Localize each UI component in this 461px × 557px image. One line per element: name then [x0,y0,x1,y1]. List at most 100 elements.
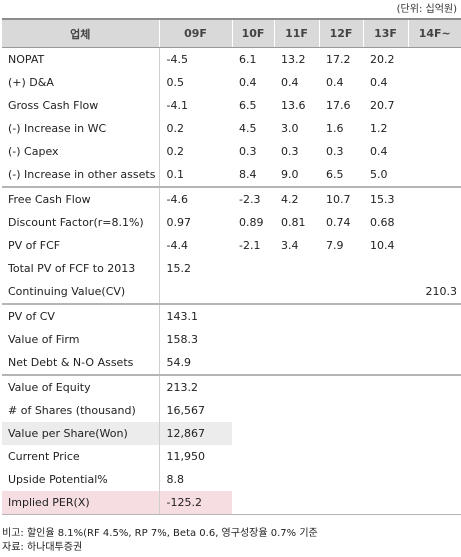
table-row: (+) D&A 0.5 0.4 0.4 0.4 0.4 [2,71,461,94]
table-cell: -4.4 [158,234,232,257]
table-cell [408,48,461,72]
table-cell [408,422,461,445]
table-row: Discount Factor(r=8.1%) 0.97 0.89 0.81 0.74 0… [2,211,461,234]
table-cell [274,399,319,422]
row-label: Free Cash Flow [2,186,159,211]
table-cell [363,491,408,515]
row-label: Implied PER(X) [2,491,159,515]
table-cell: 7.9 [326,239,344,252]
table-cell [319,399,363,422]
table-row: PV of CV 143.1 [2,303,461,328]
row-label: (-) Increase in WC [8,122,107,135]
row-label: PV of FCF [8,239,61,252]
table-cell: 0.97 [158,211,232,234]
table-cell: 0.89 [239,216,264,229]
table-cell: 10.7 [319,186,363,211]
table-row: (-) Capex 0.2 0.3 0.3 0.3 0.4 [2,140,461,163]
table-cell [408,140,461,163]
table-cell [408,234,461,257]
table-cell [232,422,274,445]
table-cell: 210.3 [425,285,458,298]
table-cell: 0.2 [158,117,232,140]
table-cell [232,491,274,515]
table-cell [408,186,461,211]
table-cell [363,303,408,328]
table-cell [274,257,319,280]
table-cell [408,491,461,515]
footnotes: 비고: 할인율 8.1%(RF 4.5%, RP 7%, Beta 0.6, 영… [2,527,318,555]
column-header: 10F [231,18,274,48]
table-cell: 17.2 [326,53,351,66]
table-cell [408,257,461,280]
table-cell [274,303,319,328]
table-row: Upside Potential% 8.8 [2,468,461,491]
table-cell [363,257,408,280]
table-row: (-) Increase in WC 0.2 4.5 3.0 1.6 1.2 [2,117,461,140]
table-cell: 9.0 [281,168,299,181]
table-cell: 4.5 [239,122,257,135]
table-cell: 20.7 [370,99,395,112]
table-cell [408,399,461,422]
table-cell: 143.1 [158,303,232,328]
table-cell: 20.2 [370,53,395,66]
row-label: (-) Capex [8,145,59,158]
table-cell [232,468,274,491]
dcf-valuation-table: 업체 09F 10F 11F 12F 13F 14F~ NOPAT -4.5 6.1… [2,18,461,515]
row-label: Current Price [8,450,80,463]
table-cell: -4.1 [158,94,232,117]
column-header: 09F [158,18,232,48]
column-header: 14F~ [407,18,461,48]
table-cell: 13.6 [281,99,306,112]
table-cell: 0.2 [158,140,232,163]
table-row: Value of Firm 158.3 [2,328,461,351]
table-cell: 15.3 [363,186,408,211]
table-cell: 3.0 [281,122,299,135]
table-cell: 12,867 [158,422,232,445]
row-label: Value per Share(Won) [2,422,159,445]
table-cell: 0.4 [370,76,388,89]
table-cell: 54.9 [158,351,232,375]
table-row: Gross Cash Flow -4.1 6.5 13.6 17.6 20.7 [2,94,461,117]
table-cell [274,422,319,445]
table-cell: 15.2 [158,257,232,280]
table-cell [232,399,274,422]
row-label: Continuing Value(CV) [8,285,126,298]
table-cell [363,422,408,445]
row-label: (+) D&A [8,76,54,89]
table-cell [408,211,461,234]
table-cell: 0.74 [326,216,351,229]
table-cell [363,445,408,468]
table-cell: 11,950 [158,445,232,468]
table-row: Total PV of FCF to 2013 15.2 [2,257,461,280]
table-cell: 1.6 [326,122,344,135]
column-header: 12F [318,18,363,48]
table-cell [363,351,408,375]
table-cell [274,374,319,399]
row-label: NOPAT [8,53,45,66]
table-cell: 0.3 [281,145,299,158]
row-label: PV of CV [2,303,159,328]
table-cell: 0.4 [239,76,257,89]
table-cell: 6.1 [239,53,257,66]
table-cell [319,328,363,351]
table-cell [363,280,408,304]
table-cell: 4.2 [274,186,319,211]
table-cell [408,117,461,140]
row-label: (-) Increase in other assets [8,168,156,181]
column-header: 11F [273,18,319,48]
table-cell: 3.4 [281,239,299,252]
table-cell: 6.5 [326,168,344,181]
table-cell: -4.5 [158,47,232,71]
table-cell [274,351,319,375]
table-cell: 0.4 [370,145,388,158]
table-row: Free Cash Flow -4.6 -2.3 4.2 10.7 15.3 [2,186,461,211]
table-cell [363,399,408,422]
table-cell: 0.4 [326,76,344,89]
row-label: Total PV of FCF to 2013 [8,262,136,275]
table-cell: 13.2 [281,53,306,66]
table-cell: 5.0 [370,168,388,181]
table-cell [232,257,274,280]
table-cell [408,445,461,468]
note-source: 자료: 하나대투증권 [2,542,83,553]
table-cell: 0.5 [158,71,232,94]
